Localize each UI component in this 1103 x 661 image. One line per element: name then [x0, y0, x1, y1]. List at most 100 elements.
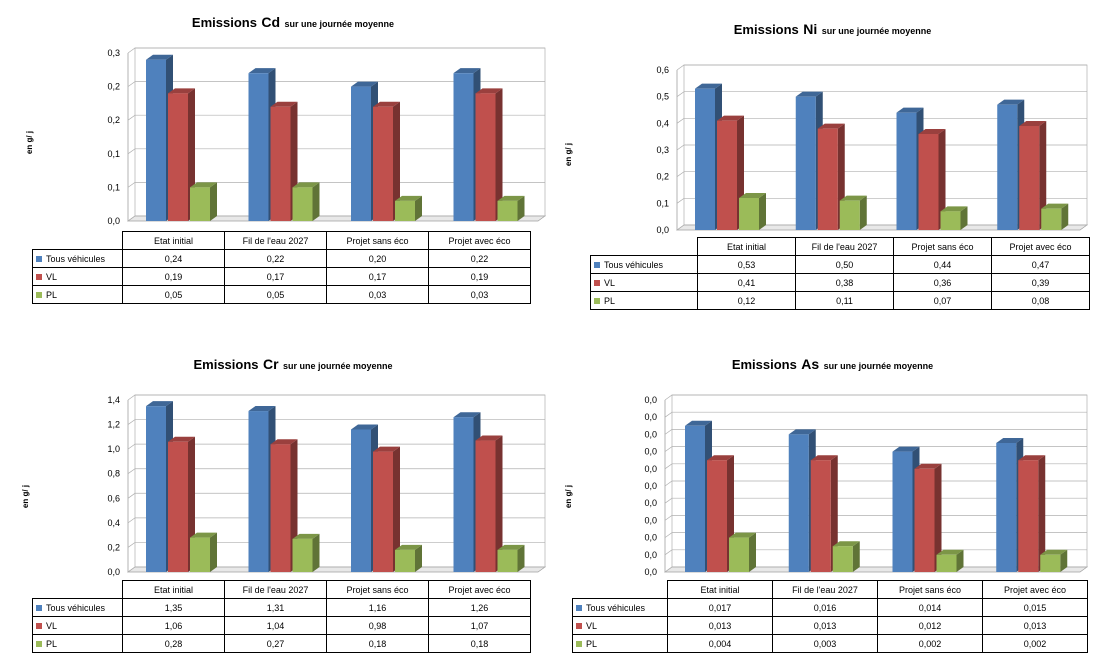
table-corner [572, 580, 668, 599]
data-cell: 0,20 [326, 249, 429, 268]
legend-swatch [36, 605, 42, 612]
data-cell: 0,017 [667, 598, 773, 617]
data-cell: 0,004 [667, 634, 773, 653]
gridline [664, 463, 1087, 470]
gridline [127, 542, 545, 548]
chart-panel-ni: Emissions Ni sur une journée moyenne en … [564, 15, 1100, 320]
chart-panel-as: Emissions As sur une journée moyenne en … [564, 350, 1100, 660]
y-tick-label: 0,2 [107, 115, 120, 125]
data-cell: 1,04 [224, 616, 327, 635]
legend-label: PL [604, 295, 616, 306]
y-tick-label: 0,3 [107, 48, 120, 58]
bar-chart-svg: 0,0 0,1 0,1 0,2 0,2 0,3 [107, 47, 547, 226]
chart-title-metal: Cd [261, 14, 281, 30]
category-label: Etat initial [122, 231, 225, 250]
legend-label: VL [46, 271, 58, 282]
gridline [664, 446, 1087, 452]
gridline [664, 549, 1087, 556]
y-tick-label: 0,0 [644, 515, 657, 525]
bar-vl [1018, 455, 1046, 572]
chart-title-metal: Cr [262, 356, 279, 372]
chart-title: Emissions As sur une journée moyenne [565, 356, 1100, 374]
gridline [127, 148, 545, 155]
data-cell: 0,12 [697, 291, 796, 310]
legend-label: Tous véhicules [604, 259, 664, 270]
legend-label: Tous véhicules [586, 602, 646, 613]
data-cell: 1,31 [224, 598, 327, 617]
bar-pl [395, 195, 422, 221]
bar-chart-svg: 0,0 0,0 0,0 0,0 0,0 0,0 0,0 0,0 0,0 0,0 0,0 [644, 394, 1089, 577]
gridline [127, 81, 545, 87]
data-cell: 0,39 [991, 273, 1090, 292]
data-cell: 0,18 [326, 634, 429, 653]
data-cell: 0,17 [224, 267, 327, 286]
y-tick-label: 0,0 [644, 447, 657, 457]
gridline [127, 114, 545, 121]
y-tick-label: 0,6 [107, 493, 120, 503]
bar-vl [717, 115, 744, 230]
chart-title-sub: sur une journée moyenne [282, 361, 393, 371]
y-tick-label: 1,0 [107, 444, 120, 454]
data-cell: 0,22 [428, 249, 531, 268]
chart-title-main: Emissions [193, 357, 259, 372]
gridline [676, 171, 1087, 177]
gridline [664, 394, 1087, 401]
gridline [664, 515, 1087, 521]
category-label: Projet sans éco [326, 231, 429, 250]
y-tick-label: 0,0 [644, 412, 657, 422]
legend-label: VL [604, 277, 616, 288]
data-cell: 0,98 [326, 616, 429, 635]
table-row: PL 0,004 0,003 0,002 0,002 [572, 634, 1088, 653]
legend-label: Tous véhicules [46, 602, 106, 613]
category-label: Projet sans éco [326, 580, 429, 599]
gridline [676, 91, 1087, 97]
table-row: VL 0,19 0,17 0,17 0,19 [32, 267, 531, 286]
category-label: Projet avec éco [982, 580, 1088, 599]
bar-vl [475, 88, 503, 221]
legend-entry-pl: PL [32, 285, 123, 304]
data-cell: 0,08 [991, 291, 1090, 310]
bar-pl [839, 195, 867, 230]
category-label: Etat initial [667, 580, 773, 599]
data-cell: 0,05 [224, 285, 327, 304]
chart-panel-cd: Emissions Cd sur une journée moyenne en … [25, 8, 558, 320]
gridline [664, 497, 1087, 504]
bar-pl [940, 206, 968, 230]
data-table: Etat initial Fil de l'eau 2027 Projet sans… [572, 580, 1088, 653]
category-label: Fil de l'eau 2027 [224, 231, 327, 250]
data-cell: 0,44 [893, 255, 992, 274]
bar-vl [1019, 121, 1047, 230]
legend-entry-tous-vehicules: Tous véhicules [590, 255, 698, 274]
data-cell: 0,013 [772, 616, 878, 635]
y-tick-label: 0,3 [656, 145, 669, 155]
data-cell: 1,07 [428, 616, 531, 635]
data-cell: 0,28 [122, 634, 225, 653]
gridline [127, 182, 545, 188]
table-row: PL 0,05 0,05 0,03 0,03 [32, 285, 531, 304]
category-label: Projet avec éco [428, 580, 531, 599]
bar-pl [729, 532, 756, 572]
data-cell: 0,015 [982, 598, 1088, 617]
data-table: Etat initial Fil de l'eau 2027 Projet sans… [32, 231, 531, 304]
y-tick-label: 0,0 [644, 498, 657, 508]
bar-pl [190, 532, 217, 572]
y-tick-label: 0,1 [656, 198, 669, 208]
legend-label: PL [586, 638, 598, 649]
chart-title: Emissions Cd sur une journée moyenne [28, 14, 558, 32]
y-tick-label: 1,4 [107, 395, 120, 405]
chart-title-sub: sur une journée moyenne [284, 19, 395, 29]
category-label: Fil de l'eau 2027 [772, 580, 878, 599]
legend-entry-vl: VL [572, 616, 668, 635]
data-cell: 0,22 [224, 249, 327, 268]
legend-entry-pl: PL [572, 634, 668, 653]
bar-vl [475, 435, 503, 572]
data-cell: 0,013 [982, 616, 1088, 635]
table-row: VL 0,41 0,38 0,36 0,39 [590, 273, 1090, 292]
data-cell: 1,35 [122, 598, 225, 617]
gridline [664, 480, 1087, 487]
data-table: Etat initial Fil de l'eau 2027 Projet sans… [32, 580, 531, 653]
data-cell: 0,03 [326, 285, 429, 304]
table-corner [32, 231, 123, 250]
data-cell: 0,07 [893, 291, 992, 310]
legend-entry-tous-vehicules: Tous véhicules [32, 249, 123, 268]
